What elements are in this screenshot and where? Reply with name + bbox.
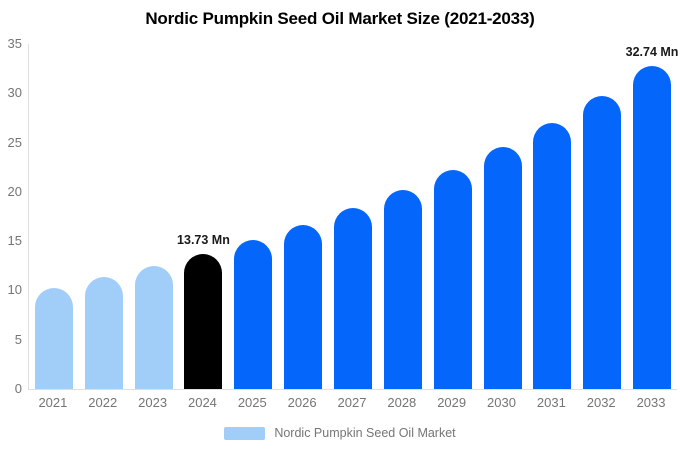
bar-group-2025 <box>228 240 278 389</box>
x-tick-label-2030: 2030 <box>487 395 516 410</box>
bar-group-2028 <box>378 189 428 389</box>
legend: Nordic Pumpkin Seed Oil Market <box>0 426 680 440</box>
x-axis: 2021 2022 2023 2024 2025 2026 2027 2028 2029 2030… <box>28 395 676 410</box>
bar-group-2031 <box>527 123 577 389</box>
bar-2033 <box>633 66 672 389</box>
bar-group-2030 <box>478 147 528 389</box>
x-tick-label-2031: 2031 <box>536 395 566 410</box>
bar-2031 <box>533 123 572 389</box>
legend-swatch <box>224 426 266 440</box>
plot-area: 13.73 Mn 32.74 Mn <box>28 44 678 390</box>
y-tick-label-0: 0 <box>14 381 22 396</box>
y-tick-label-5: 5 <box>14 331 22 347</box>
bar-2026 <box>284 224 323 389</box>
bar-group-2032 <box>577 95 627 389</box>
x-tick-label-2032: 2032 <box>586 395 616 410</box>
bar-2024 <box>184 253 223 389</box>
chart-title: Nordic Pumpkin Seed Oil Market Size (202… <box>145 9 535 28</box>
y-tick-label-10: 10 <box>7 282 22 298</box>
x-tick-label-2025: 2025 <box>237 395 267 410</box>
x-tick-label-2021: 2021 <box>38 395 68 410</box>
bar-2025 <box>234 240 273 389</box>
bar-2030 <box>483 147 522 389</box>
x-tick-label-2029: 2029 <box>437 395 467 410</box>
bar-group-2024: 13.73 Mn <box>177 233 230 389</box>
x-tick-label-2024: 2024 <box>187 395 217 410</box>
bar-value-label-2024: 13.73 Mn <box>177 232 230 247</box>
bar-value-label-2033: 32.74 Mn <box>625 45 679 60</box>
x-tick-label-2026: 2026 <box>287 395 317 410</box>
bars-container: 13.73 Mn 32.74 Mn <box>29 44 678 389</box>
y-tick-label-20: 20 <box>7 183 22 199</box>
bar-group-2023 <box>129 266 179 389</box>
bar-2027 <box>333 208 372 389</box>
x-tick-label-2033: 2033 <box>636 395 666 410</box>
bar-group-2029 <box>428 169 478 389</box>
bar-2022 <box>84 277 123 389</box>
x-tick-label-2027: 2027 <box>337 395 367 410</box>
bar-group-2026 <box>278 224 328 389</box>
x-tick-label-2022: 2022 <box>88 395 118 410</box>
bar-group-2027 <box>328 208 378 389</box>
y-tick-label-15: 15 <box>7 233 22 249</box>
bar-2028 <box>383 189 422 389</box>
bar-2032 <box>583 95 622 389</box>
bar-2029 <box>433 169 472 389</box>
y-tick-label-25: 25 <box>7 134 22 150</box>
bar-2021 <box>34 287 73 389</box>
bar-group-2033: 32.74 Mn <box>626 45 678 389</box>
bar-group-2021 <box>29 287 79 389</box>
x-tick-label-2028: 2028 <box>387 395 417 410</box>
y-tick-label-30: 30 <box>7 85 22 101</box>
y-tick-label-35: 35 <box>7 36 22 51</box>
bar-2023 <box>134 266 173 389</box>
x-tick-label-2023: 2023 <box>138 395 168 410</box>
legend-label: Nordic Pumpkin Seed Oil Market <box>274 426 456 440</box>
bar-group-2022 <box>79 277 129 389</box>
